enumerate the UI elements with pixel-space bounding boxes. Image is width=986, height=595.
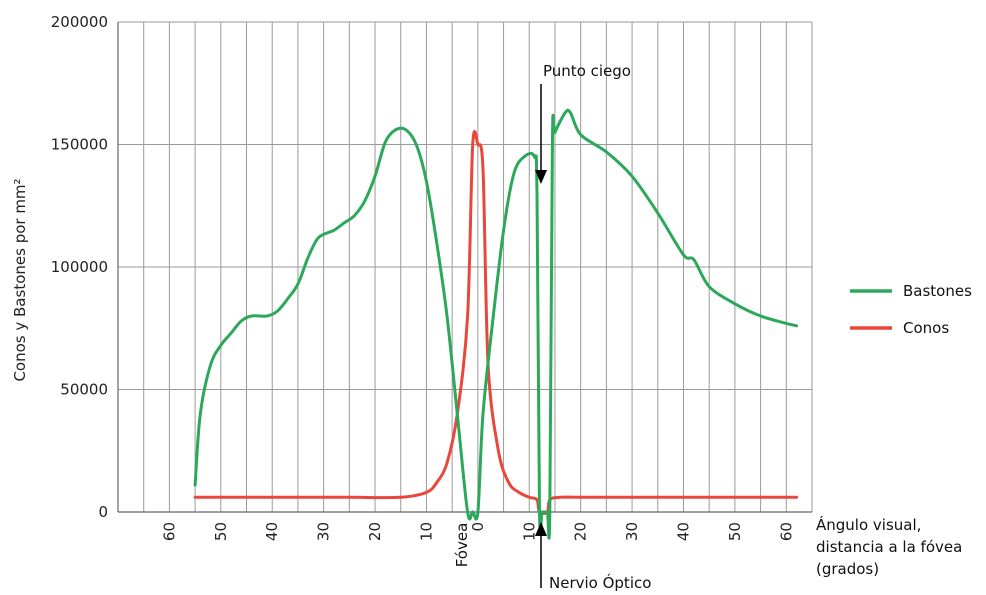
optic-nerve-arrow — [535, 522, 547, 588]
grid — [117, 21, 813, 513]
x-tick-label: 50 — [726, 522, 744, 541]
y-tick-label: 150000 — [51, 136, 108, 154]
series-line-bastones — [193, 108, 799, 540]
x-axis-label-line: Ángulo visual, — [816, 515, 921, 534]
x-tick-label: 20 — [366, 522, 384, 541]
x-tick-label: 10 — [520, 522, 538, 541]
x-tick-label: 20 — [572, 522, 590, 541]
y-tick-label: 0 — [98, 503, 108, 521]
x-tick-label: 0 — [469, 522, 487, 532]
blind-spot-arrow — [535, 84, 547, 184]
x-tick-label: 30 — [315, 522, 333, 541]
y-tick-label: 50000 — [60, 381, 108, 399]
x-tick-label: 50 — [212, 522, 230, 541]
y-tick-labels: 0 50000 100000 150000 200000 — [51, 13, 108, 521]
x-axis-label-line: (grados) — [816, 560, 879, 578]
legend-label-bastones: Bastones — [903, 282, 972, 300]
y-tick-label: 100000 — [51, 258, 108, 276]
y-axis-label: Conos y Bastones por mm² — [11, 178, 29, 381]
legend: Bastones Conos — [850, 282, 972, 337]
x-axis-label: Ángulo visual, distancia a la fóvea (grado… — [816, 515, 962, 578]
y-tick-label: 200000 — [51, 13, 108, 31]
series-lines — [193, 108, 799, 540]
x-tick-label: 40 — [674, 522, 692, 541]
x-tick-label: 10 — [417, 522, 435, 541]
fovea-label: Fóvea — [453, 523, 471, 568]
x-tick-labels: 60 50 40 30 20 10 0 10 20 30 40 50 60 — [160, 522, 795, 541]
axes — [117, 22, 812, 513]
x-tick-label: 60 — [160, 522, 178, 541]
x-tick-label: 30 — [623, 522, 641, 541]
blind-spot-label: Punto ciego — [543, 62, 631, 80]
legend-label-conos: Conos — [903, 319, 949, 337]
optic-nerve-label: Nervio Óptico — [549, 573, 651, 592]
x-tick-label: 60 — [777, 522, 795, 541]
series-line-conos — [193, 129, 799, 515]
x-axis-label-line: distancia a la fóvea — [816, 538, 962, 556]
x-tick-label: 40 — [263, 522, 281, 541]
